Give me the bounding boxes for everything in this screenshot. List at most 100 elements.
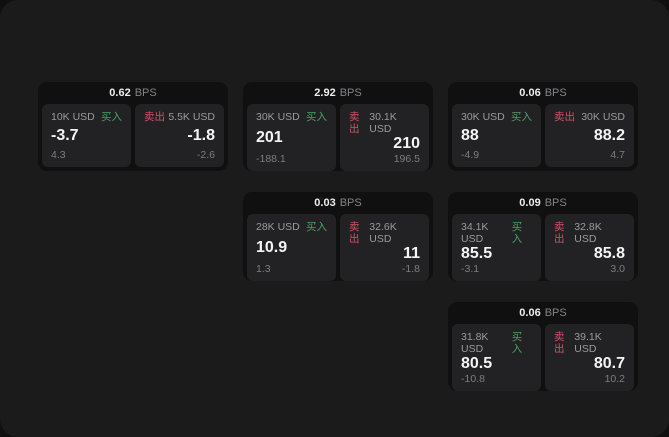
bps-value: 0.03: [314, 197, 336, 209]
buy-amount: 10K USD: [51, 111, 95, 123]
bps-unit-label: BPS: [544, 197, 567, 209]
buy-sub-value: -4.9: [461, 149, 480, 161]
buy-amount: 28K USD: [256, 221, 300, 233]
buy-main-value: 85.5: [461, 245, 493, 262]
sell-amount: 39.1K USD: [574, 331, 602, 355]
buy-panel-header: 28K USD 买入: [256, 221, 327, 233]
buy-sub-value: -188.1: [256, 153, 286, 165]
sell-main-value: 88.2: [593, 127, 625, 144]
sell-sub-value: 4.7: [610, 149, 625, 161]
buy-sub-value: -10.8: [461, 373, 485, 385]
sell-panel-header: 卖出 30.1K USD: [349, 111, 420, 135]
bps-value: 2.92: [314, 87, 336, 99]
buy-panel[interactable]: 30K USD 买入 201 -188.1: [247, 104, 336, 171]
sell-sub-value: -2.6: [196, 149, 215, 161]
bps-header: 0.06 BPS: [448, 82, 638, 104]
bps-header: 0.06 BPS: [448, 302, 638, 324]
bps-header: 0.03 BPS: [243, 192, 433, 214]
buy-amount: 34.1K USD: [461, 221, 489, 245]
bps-unit-label: BPS: [134, 87, 157, 99]
buy-sub-value: 1.3: [256, 263, 271, 275]
quote-card: 0.06 BPS 30K USD 买入 88 -4.9 卖出 30K USD 8…: [448, 82, 638, 171]
buy-sub-value: -3.1: [461, 263, 480, 275]
bps-unit-label: BPS: [339, 197, 362, 209]
sell-main-value: 11: [403, 245, 420, 262]
sell-panel[interactable]: 卖出 32.8K USD 85.8 3.0: [545, 214, 634, 281]
buy-panel[interactable]: 30K USD 买入 88 -4.9: [452, 104, 541, 167]
buy-label: 买入: [511, 331, 523, 355]
sell-panel[interactable]: 卖出 5.5K USD -1.8 -2.6: [135, 104, 224, 167]
quote-card: 2.92 BPS 30K USD 买入 201 -188.1 卖出 30.1K …: [243, 82, 433, 171]
buy-panel-header: 10K USD 买入: [51, 111, 122, 123]
quote-card: 0.06 BPS 31.8K USD 买入 80.5 -10.8 卖出 39.1…: [448, 302, 638, 391]
sell-amount: 30.1K USD: [369, 111, 397, 135]
sell-panel[interactable]: 卖出 30.1K USD 210 196.5: [340, 104, 429, 171]
buy-main-value: 10.9: [256, 239, 288, 256]
bps-unit-label: BPS: [544, 307, 567, 319]
buy-label: 买入: [306, 111, 327, 123]
buy-panel[interactable]: 34.1K USD 买入 85.5 -3.1: [452, 214, 541, 281]
sell-panel[interactable]: 卖出 30K USD 88.2 4.7: [545, 104, 634, 167]
buy-amount: 31.8K USD: [461, 331, 489, 355]
sell-sub-value: 3.0: [610, 263, 625, 275]
quote-card-body: 10K USD 买入 -3.7 4.3 卖出 5.5K USD -1.8 -2.…: [38, 104, 228, 171]
bps-value: 0.06: [519, 87, 541, 99]
sell-amount: 5.5K USD: [168, 111, 215, 123]
buy-label: 买入: [511, 221, 523, 245]
buy-panel-header: 34.1K USD 买入: [461, 221, 532, 245]
bps-value: 0.62: [109, 87, 131, 99]
buy-label: 买入: [511, 111, 532, 123]
quote-card-body: 30K USD 买入 201 -188.1 卖出 30.1K USD 210 1…: [243, 104, 433, 175]
buy-label: 买入: [306, 221, 327, 233]
sell-label: 卖出: [554, 221, 565, 245]
sell-main-value: 210: [393, 135, 420, 152]
buy-label: 买入: [101, 111, 122, 123]
quote-card-body: 28K USD 买入 10.9 1.3 卖出 32.6K USD 11 -1.8: [243, 214, 433, 285]
buy-panel[interactable]: 28K USD 买入 10.9 1.3: [247, 214, 336, 281]
buy-amount: 30K USD: [256, 111, 300, 123]
buy-panel-header: 31.8K USD 买入: [461, 331, 532, 355]
sell-label: 卖出: [349, 111, 360, 135]
buy-main-value: 80.5: [461, 355, 493, 372]
buy-panel[interactable]: 10K USD 买入 -3.7 4.3: [42, 104, 131, 167]
buy-main-value: -3.7: [51, 127, 79, 144]
sell-sub-value: 10.2: [604, 373, 625, 385]
buy-panel-header: 30K USD 买入: [461, 111, 532, 123]
sell-panel-header: 卖出 39.1K USD: [554, 331, 625, 355]
sell-label: 卖出: [554, 331, 565, 355]
sell-panel[interactable]: 卖出 32.6K USD 11 -1.8: [340, 214, 429, 281]
sell-panel-header: 卖出 32.6K USD: [349, 221, 420, 245]
bps-header: 0.09 BPS: [448, 192, 638, 214]
buy-panel-header: 30K USD 买入: [256, 111, 327, 123]
bps-header: 2.92 BPS: [243, 82, 433, 104]
quote-card: 0.09 BPS 34.1K USD 买入 85.5 -3.1 卖出 32.8K…: [448, 192, 638, 281]
buy-amount: 30K USD: [461, 111, 505, 123]
buy-main-value: 88: [461, 127, 479, 144]
sell-main-value: 85.8: [593, 245, 625, 262]
sell-sub-value: 196.5: [393, 153, 420, 165]
sell-amount: 30K USD: [581, 111, 625, 123]
bps-unit-label: BPS: [339, 87, 362, 99]
bps-unit-label: BPS: [544, 87, 567, 99]
sell-amount: 32.8K USD: [574, 221, 602, 245]
quote-card-body: 30K USD 买入 88 -4.9 卖出 30K USD 88.2 4.7: [448, 104, 638, 171]
sell-label: 卖出: [554, 111, 575, 123]
sell-panel[interactable]: 卖出 39.1K USD 80.7 10.2: [545, 324, 634, 391]
sell-amount: 32.6K USD: [369, 221, 397, 245]
quote-card-body: 31.8K USD 买入 80.5 -10.8 卖出 39.1K USD 80.…: [448, 324, 638, 395]
sell-label: 卖出: [349, 221, 360, 245]
quote-card-body: 34.1K USD 买入 85.5 -3.1 卖出 32.8K USD 85.8…: [448, 214, 638, 285]
sell-label: 卖出: [144, 111, 165, 123]
buy-sub-value: 4.3: [51, 149, 66, 161]
sell-sub-value: -1.8: [401, 263, 420, 275]
sell-panel-header: 卖出 32.8K USD: [554, 221, 625, 245]
buy-panel[interactable]: 31.8K USD 买入 80.5 -10.8: [452, 324, 541, 391]
buy-main-value: 201: [256, 129, 283, 146]
sell-main-value: -1.8: [187, 127, 215, 144]
bps-header: 0.62 BPS: [38, 82, 228, 104]
sell-main-value: 80.7: [593, 355, 625, 372]
bps-value: 0.09: [519, 197, 541, 209]
sell-panel-header: 卖出 30K USD: [554, 111, 625, 123]
